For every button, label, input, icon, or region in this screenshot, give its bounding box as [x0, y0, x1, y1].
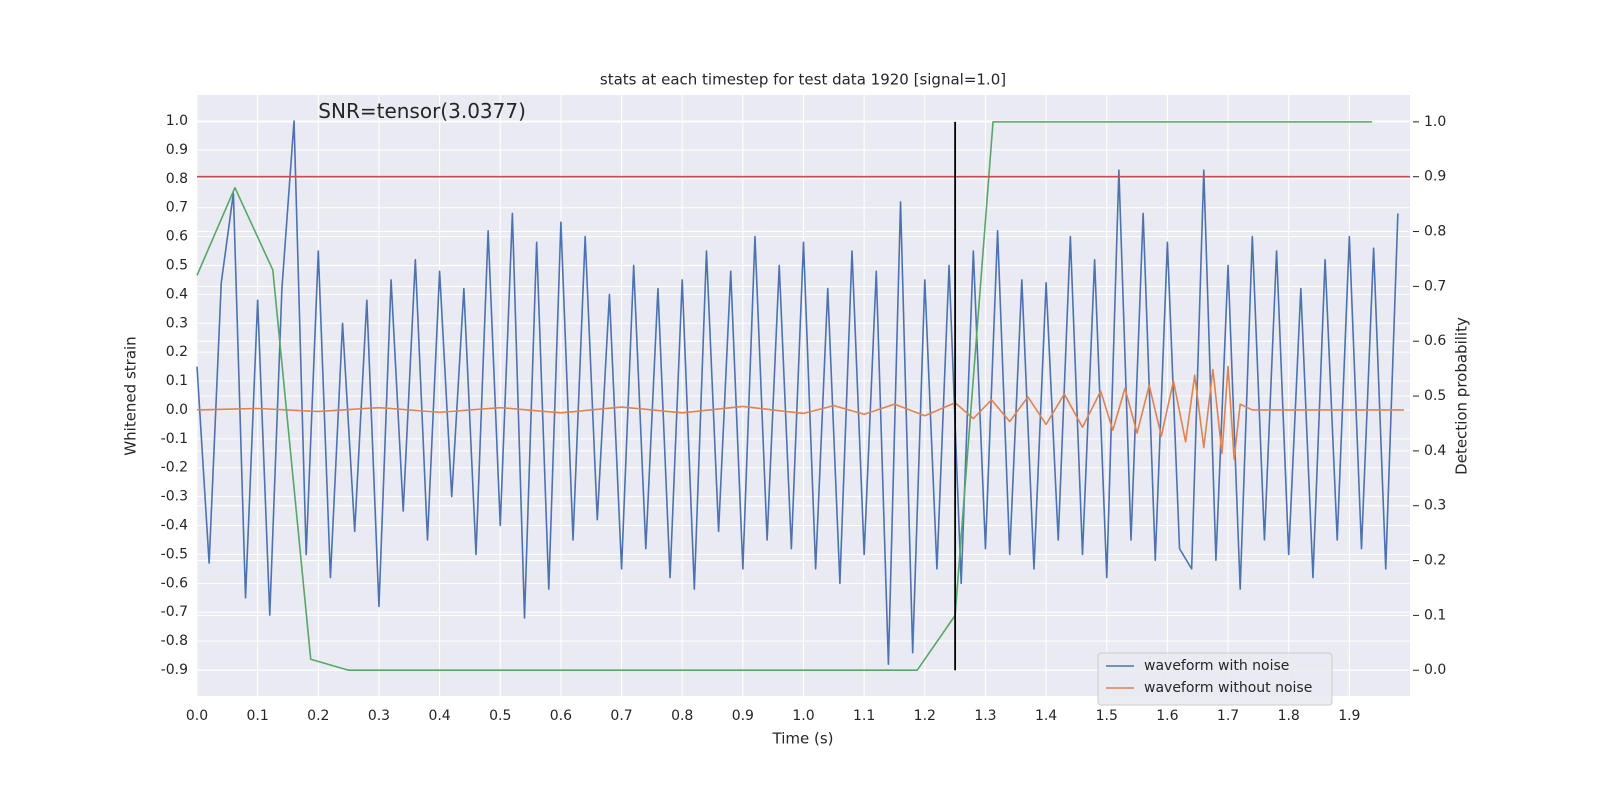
annotation: SNR=tensor(3.0377) — [318, 99, 526, 123]
x-tick-label: 1.8 — [1278, 708, 1300, 724]
y2-tick-label: 0.9 — [1424, 169, 1446, 185]
x-tick-label: 1.6 — [1156, 708, 1178, 724]
axes: 0.0 0.1 0.2 0.3 0.4 0.5 0.6 0.7 0.8 0.9 1.0 1.1 1.2 1… — [161, 113, 1447, 724]
x-axis-label: Time (s) — [772, 730, 834, 748]
y2-tick-label: 0.6 — [1424, 333, 1446, 349]
x-tick-label: 0.7 — [610, 708, 632, 724]
y-tick-label: 0.5 — [166, 257, 188, 273]
x-tick-label: 0.2 — [307, 708, 329, 724]
y2-tick-label: 0.5 — [1424, 388, 1446, 404]
y-tick-label: 0.6 — [166, 229, 188, 245]
y-tick-label: 0.9 — [166, 142, 188, 158]
x-tick-label: 0.5 — [489, 708, 511, 724]
y-tick-label: -0.6 — [161, 575, 188, 591]
y-tick-label: -0.4 — [161, 518, 188, 534]
y2-axis-label: Detection probability — [1453, 317, 1471, 475]
legend-box — [1097, 652, 1333, 706]
y2-tick-label: 0.8 — [1424, 224, 1446, 240]
y-tick-label: 0.3 — [166, 315, 188, 331]
x-tick-label: 1.7 — [1217, 708, 1239, 724]
y2-tick-label: 0.0 — [1424, 662, 1446, 678]
x-tick-label: 0.8 — [671, 708, 693, 724]
y2-tick-label: 0.4 — [1424, 443, 1446, 459]
x-tick-label: 1.0 — [792, 708, 814, 724]
y-tick-label: -0.8 — [161, 633, 188, 649]
series-line — [196, 120, 1399, 666]
y-tick-label: -0.9 — [161, 662, 188, 678]
x-tick-label: 0.9 — [732, 708, 754, 724]
y-tick-label: 0.4 — [166, 286, 188, 302]
y-tick-label: 0.7 — [166, 200, 188, 216]
series-line — [196, 121, 1373, 672]
x-tick-label: 0.4 — [428, 708, 450, 724]
x-tick-label: 1.5 — [1096, 708, 1118, 724]
y-tick-label: 0.2 — [166, 344, 188, 360]
y-tick-label: -0.7 — [161, 604, 188, 620]
x-tick-label: 1.3 — [974, 708, 996, 724]
y-tick-label: 0.8 — [166, 171, 188, 187]
y2-tick-label: 0.3 — [1424, 498, 1446, 514]
legend-label: waveform with noise — [1144, 658, 1289, 674]
chart-title: stats at each timestep for test data 192… — [600, 71, 1006, 89]
x-tick-label: 1.2 — [914, 708, 936, 724]
y-tick-label: 0.0 — [166, 402, 188, 418]
marks: SNR=tensor(3.0377) waveform with noise wav… — [196, 99, 1410, 706]
grid — [196, 95, 1410, 696]
x-tick-label: 0.3 — [368, 708, 390, 724]
y-tick-label: -0.3 — [161, 489, 188, 505]
legend-label: waveform without noise — [1144, 680, 1312, 696]
x-tick-label: 0.0 — [186, 708, 208, 724]
series-line — [196, 365, 1404, 460]
y-tick-label: -0.1 — [161, 431, 188, 447]
x-tick-label: 0.6 — [550, 708, 572, 724]
y-tick-label: -0.2 — [161, 460, 188, 476]
y2-tick-label: 0.1 — [1424, 607, 1446, 623]
y-tick-label: -0.5 — [161, 546, 188, 562]
y-tick-label: 0.1 — [166, 373, 188, 389]
y2-tick-label: 0.2 — [1424, 553, 1446, 569]
y2-tick-label: 0.7 — [1424, 278, 1446, 294]
y-tick-label: 1.0 — [166, 113, 188, 129]
x-tick-label: 0.1 — [247, 708, 269, 724]
y-axis-label: Whitened strain — [122, 336, 140, 455]
x-tick-label: 1.4 — [1035, 708, 1057, 724]
y2-tick-label: 1.0 — [1424, 114, 1446, 130]
x-tick-label: 1.9 — [1338, 708, 1360, 724]
x-tick-label: 1.1 — [853, 708, 875, 724]
